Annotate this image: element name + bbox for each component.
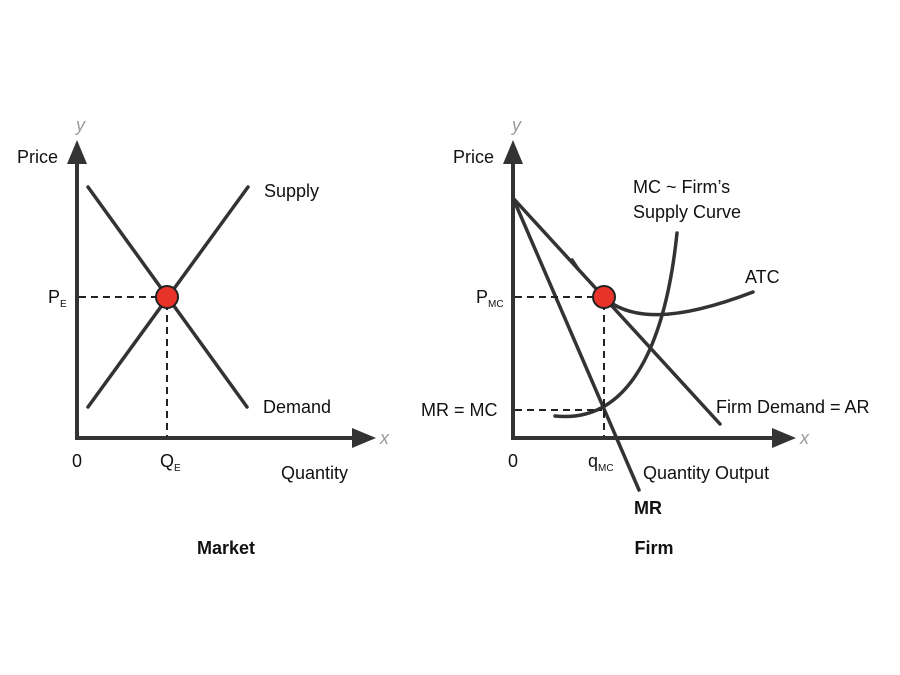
- market-y-axis-label: Price: [17, 147, 58, 167]
- firm-mr-curve: [511, 196, 641, 492]
- firm-caption: Firm: [634, 538, 673, 558]
- firm-demand-tick: [570, 258, 580, 271]
- firm-mc-label-line2: Supply Curve: [633, 202, 741, 222]
- market-origin-label: 0: [72, 451, 82, 471]
- market-x-axis-arrow: [352, 428, 376, 448]
- firm-demand-curve: [511, 196, 722, 426]
- market-y-axis-arrow: [67, 140, 87, 164]
- firm-atc-curve: [595, 288, 755, 317]
- market-caption: Market: [197, 538, 255, 558]
- market-equilibrium-point: [155, 285, 179, 309]
- firm-quantity-label: qMC: [588, 451, 614, 474]
- firm-panel: y x Price Quantity Output 0 MR = MC MC ~…: [421, 115, 870, 558]
- firm-x-axis-label: Quantity Output: [643, 463, 769, 483]
- firm-y-axis-label: Price: [453, 147, 494, 167]
- firm-y-variable: y: [510, 115, 522, 135]
- firm-x-variable: x: [799, 428, 810, 448]
- firm-mc-label-line1: MC ~ Firm’s: [633, 177, 730, 197]
- market-y-variable: y: [74, 115, 86, 135]
- firm-mc-curve: [553, 231, 679, 419]
- market-demand-label: Demand: [263, 397, 331, 417]
- firm-x-axis-arrow: [772, 428, 796, 448]
- firm-demand-label: Firm Demand = AR: [716, 397, 870, 417]
- firm-origin-label: 0: [508, 451, 518, 471]
- firm-equilibrium-point: [592, 285, 616, 309]
- firm-y-axis-arrow: [503, 140, 523, 164]
- market-x-axis-label: Quantity: [281, 463, 348, 483]
- market-panel: y x Price Quantity 0 Supply Demand PE QE…: [17, 115, 390, 558]
- firm-atc-label: ATC: [745, 267, 780, 287]
- market-price-label: PE: [48, 287, 67, 310]
- market-x-variable: x: [379, 428, 390, 448]
- market-supply-label: Supply: [264, 181, 319, 201]
- firm-price-label: PMC: [476, 287, 504, 310]
- firm-mr-label: MR: [634, 498, 662, 518]
- market-quantity-label: QE: [160, 451, 181, 474]
- firm-mr-mc-label: MR = MC: [421, 400, 498, 420]
